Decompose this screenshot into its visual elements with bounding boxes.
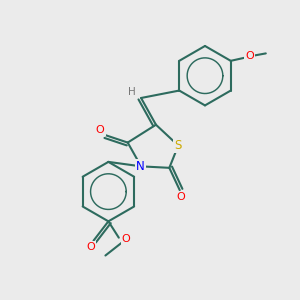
Text: S: S <box>175 139 182 152</box>
Text: O: O <box>122 234 130 244</box>
Text: O: O <box>245 51 254 62</box>
Text: N: N <box>136 160 145 173</box>
Text: O: O <box>96 125 104 135</box>
Text: H: H <box>128 87 136 97</box>
Text: O: O <box>86 242 95 252</box>
Text: O: O <box>177 192 186 202</box>
